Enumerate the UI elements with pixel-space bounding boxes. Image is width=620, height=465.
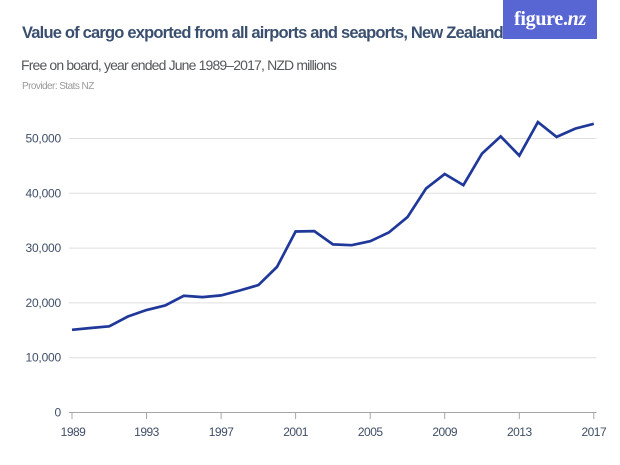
svg-text:10,000: 10,000 [25, 351, 61, 365]
svg-text:1989: 1989 [61, 425, 87, 439]
svg-text:1993: 1993 [134, 425, 160, 439]
svg-text:2005: 2005 [358, 425, 384, 439]
svg-text:40,000: 40,000 [25, 186, 61, 200]
svg-text:30,000: 30,000 [25, 241, 61, 255]
svg-text:2009: 2009 [432, 425, 458, 439]
svg-text:2013: 2013 [507, 425, 533, 439]
svg-text:2017: 2017 [581, 425, 607, 439]
svg-text:20,000: 20,000 [25, 296, 61, 310]
svg-text:50,000: 50,000 [25, 132, 61, 146]
svg-text:1997: 1997 [209, 425, 235, 439]
svg-text:2001: 2001 [283, 425, 309, 439]
svg-text:0: 0 [55, 406, 62, 420]
